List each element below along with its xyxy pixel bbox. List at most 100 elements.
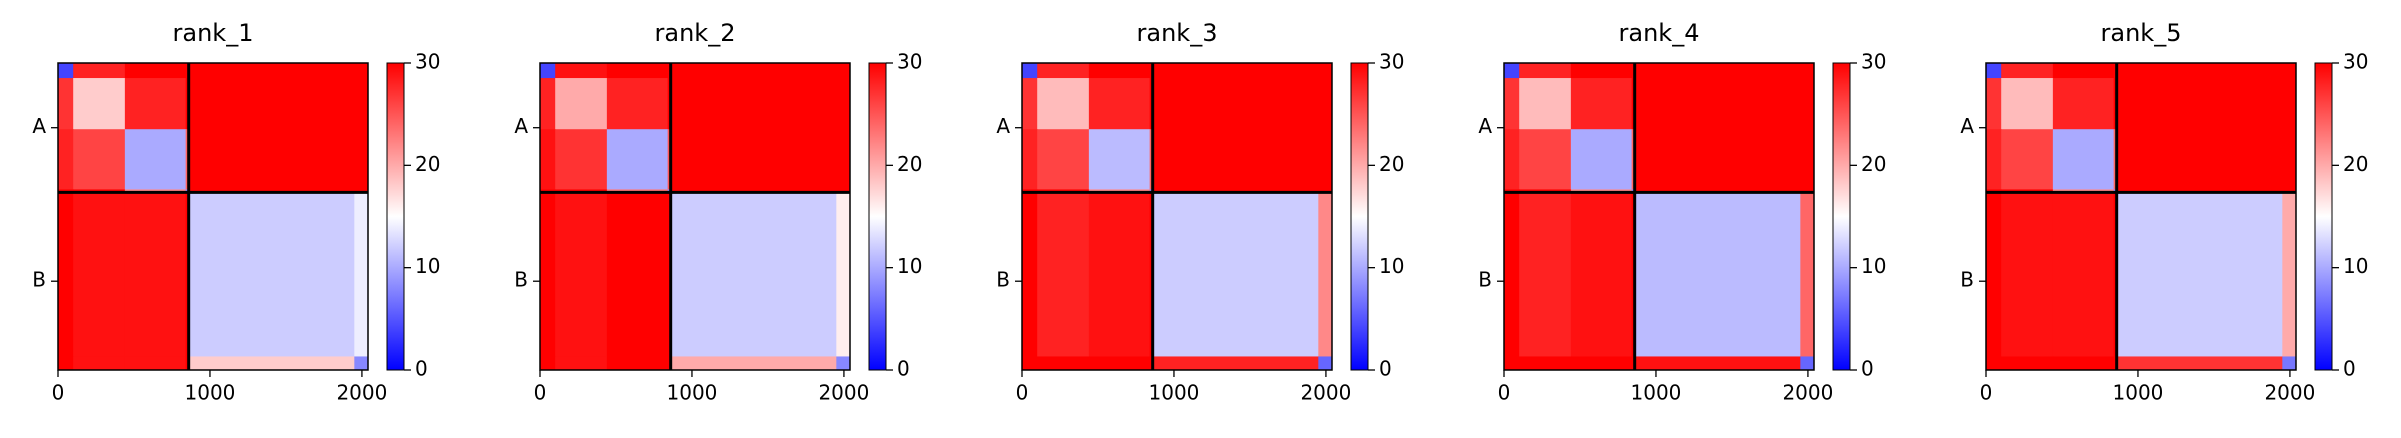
heatmap-cell [555,129,608,190]
panel-title: rank_2 [655,19,736,47]
heatmap-cell [188,192,355,357]
heatmap-cell [606,356,669,371]
panel-title: rank_4 [1619,19,1700,47]
heatmap-cell [354,78,369,130]
heatmap-cell [1634,356,1801,371]
heatmap-cell [1088,63,1151,79]
heatmap-cell [540,192,556,357]
y-tick-label: A [1960,114,1974,138]
x-tick-label: 0 [52,381,65,405]
heatmap-cell [606,129,669,190]
axes-frame [57,62,369,371]
heatmap-cell [1037,63,1090,79]
colorbar-tick-label: 0 [1861,357,1874,381]
heatmap-cell [1634,78,1801,130]
heatmap-cell [1037,356,1090,371]
x-tick-label: 2000 [818,381,869,405]
heatmap-cell [188,129,355,190]
heatmap-cell [2116,78,2283,130]
colorbar-tick-label: 0 [2343,357,2356,381]
heatmap-cell [1504,129,1520,190]
axes-frame [1021,62,1333,371]
heatmap-cell [1800,129,1815,190]
x-tick-label: 2000 [336,381,387,405]
heatmap-cell [124,78,187,130]
heatmap-cell [1519,63,1572,79]
x-tick-label: 1000 [185,381,236,405]
colorbar-tick-label: 30 [1861,50,1886,74]
heatmap-cell [1022,78,1038,130]
heatmap-cell [540,78,556,130]
heatmap-cell [1519,78,1572,130]
colorbar-tick-label: 30 [1379,50,1404,74]
panel: rank_5 0 1000 2000 A B 0 10 20 30 [1960,19,2368,405]
heatmap-cell [2001,192,2054,357]
y-tick-label: B [1960,268,1974,292]
panel: rank_2 0 1000 2000 A B 0 10 20 30 [514,19,922,405]
x-tick-label: 2000 [1782,381,1833,405]
heatmap-cell [836,129,851,190]
heatmap-cell [1570,356,1633,371]
heatmap-cell [1088,78,1151,130]
heatmap-cell [2052,192,2115,357]
heatmap-cell [2282,63,2297,79]
heatmap-cell [73,192,126,357]
panel: rank_3 0 1000 2000 A B 0 10 20 30 [996,19,1404,405]
heatmap-cell [73,63,126,79]
heatmap-cell [1318,356,1333,371]
heatmap-cell [1570,63,1633,79]
y-tick-label: A [1478,114,1492,138]
heatmap-cell [2116,356,2283,371]
heatmap-cell [1037,129,1090,190]
heatmap-cell [2052,356,2115,371]
heatmap-cell [836,78,851,130]
heatmap-cell [188,63,355,79]
y-tick-label: A [32,114,46,138]
heatmap-cell [606,78,669,130]
colorbar-tick-label: 30 [415,50,440,74]
colorbar-tick-label: 0 [897,357,910,381]
x-tick-label: 1000 [1631,381,1682,405]
panel: rank_4 0 1000 2000 A B 0 10 20 30 [1478,19,1886,405]
y-tick-label: B [514,268,528,292]
heatmap-cell [2001,63,2054,79]
heatmap-cell [555,78,608,130]
heatmap-cell [1800,63,1815,79]
heatmap-cell [836,63,851,79]
heatmap-cell [1088,356,1151,371]
heatmap-cell [124,129,187,190]
heatmap-cell [1504,192,1520,357]
heatmap-cell [606,192,669,357]
y-tick-label: B [996,268,1010,292]
heatmap-cell [1318,192,1333,357]
heatmap-cell [2282,192,2297,357]
heatmap-cell [1022,63,1038,79]
heatmap-cell [1634,192,1801,357]
colorbar-tick-label: 10 [897,254,922,278]
heatmap-cell [1152,356,1319,371]
heatmap-cell [555,192,608,357]
heatmap-cell [354,129,369,190]
y-tick-label: A [514,114,528,138]
heatmap-cell [2282,129,2297,190]
colorbar-tick-label: 20 [1379,152,1404,176]
y-tick-label: B [32,268,46,292]
heatmap-cell [124,192,187,357]
heatmap-cell [836,356,851,371]
colorbar-tick-label: 20 [415,152,440,176]
heatmap-cell [58,78,74,130]
heatmap-cell [2282,356,2297,371]
heatmap-cell [670,78,837,130]
heatmap-cell [2001,356,2054,371]
axes-frame [1503,62,1815,371]
heatmap-cell [1986,129,2002,190]
panel-title: rank_5 [2101,19,2182,47]
colorbar-tick-label: 30 [2343,50,2368,74]
heatmap-cell [540,63,556,79]
heatmap-cell [354,192,369,357]
x-tick-label: 0 [1980,381,1993,405]
heatmap-cell [1800,356,1815,371]
heatmap-cell [58,356,74,371]
heatmap-cell [555,63,608,79]
heatmap-cell [2116,192,2283,357]
